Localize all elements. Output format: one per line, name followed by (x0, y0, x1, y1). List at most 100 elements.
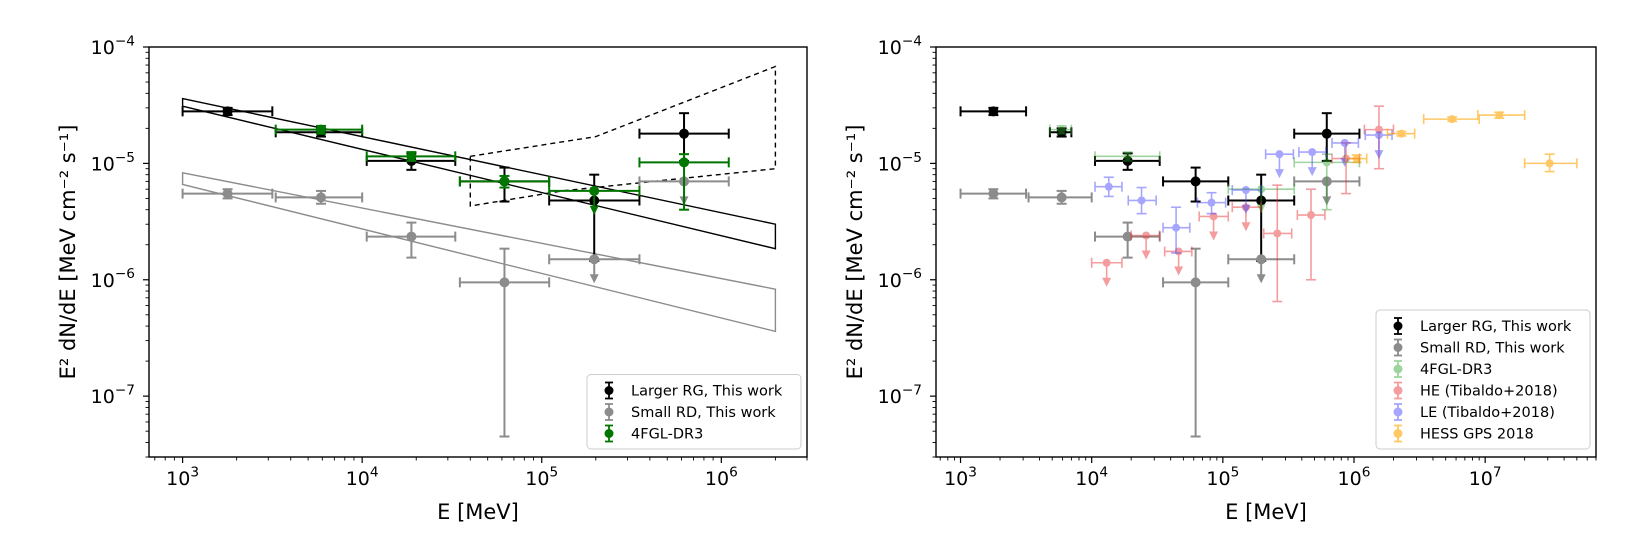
marker (1056, 192, 1067, 203)
x-tick-label: 105 (525, 464, 558, 490)
legend-marker (604, 407, 614, 417)
upper-limit-point (1090, 257, 1123, 287)
data-point (1523, 153, 1578, 173)
upper-limit-point (1231, 185, 1262, 215)
marker (1190, 176, 1201, 187)
marker (1256, 254, 1267, 265)
x-axis-label: E [MeV] (1225, 500, 1307, 524)
y-tick-label: 10−5 (91, 150, 135, 176)
legend-label: 4FGL-DR3 (1420, 362, 1492, 378)
upper-limit-arrow (1241, 205, 1251, 215)
legend-entry-marker (1393, 381, 1403, 400)
right-panel-chart: 103 104 105 106 107 10−4 10−5 10−6 10−7 E [MeV] E²… (843, 33, 1597, 524)
data-point (1293, 112, 1361, 162)
data-point (181, 106, 274, 117)
data-point (548, 173, 641, 262)
marker (1397, 129, 1406, 138)
marker (1321, 176, 1332, 187)
x-tick-label: 107 (1469, 464, 1502, 490)
upper-limit-arrow (1241, 222, 1251, 232)
x-tick-label: 106 (1338, 464, 1371, 490)
legend-box (586, 374, 802, 450)
marker (316, 192, 327, 203)
marker (1209, 212, 1218, 221)
marker (1257, 185, 1266, 194)
left-panel-chart: 103 104 105 106 10−4 10−5 10−6 10−7 E [MeV] E² dN… (56, 33, 808, 524)
upper-limit-point (1331, 137, 1360, 167)
y-axis-label: E² dN/dE [MeV cm⁻² s⁻¹] (843, 125, 867, 380)
marker (1057, 125, 1066, 134)
marker (1102, 258, 1111, 267)
data-point (365, 151, 457, 162)
legend: Larger RG, This work Small RD, This work 4… (586, 374, 802, 450)
x-tick-label: 104 (346, 464, 379, 490)
marker (1495, 111, 1504, 120)
upper-limit-point (548, 185, 641, 215)
upper-limit-arrow (1256, 204, 1266, 214)
upper-limit-point (1231, 202, 1262, 232)
data-point (1422, 114, 1480, 125)
data-point (1196, 191, 1227, 215)
data-point (365, 221, 457, 259)
data-point (1127, 186, 1157, 215)
marker (1241, 186, 1250, 195)
x-tick-label: 103 (944, 464, 977, 490)
data-point (1162, 206, 1191, 254)
upper-limit-arrow (1102, 277, 1112, 287)
y-axis-label: E² dN/dE [MeV cm⁻² s⁻¹] (56, 125, 80, 380)
dashed-band (469, 65, 777, 207)
upper-limit-arrow (589, 274, 599, 284)
upper-limit-point (548, 254, 641, 284)
legend-box (1375, 309, 1591, 450)
series-small-rd-this-work (959, 176, 1361, 438)
upper-limit-point (1227, 254, 1296, 284)
marker (1352, 154, 1361, 163)
upper-limit-arrow (589, 205, 599, 215)
upper-limit-arrow (1256, 274, 1266, 284)
data-point (1049, 124, 1073, 135)
data-point (959, 106, 1028, 117)
data-point (1345, 153, 1368, 164)
marker (1122, 231, 1133, 242)
upper-limit-point (1198, 211, 1230, 241)
x-tick-label: 106 (705, 464, 738, 490)
marker (1322, 158, 1331, 167)
marker (1123, 152, 1132, 161)
data-point (274, 124, 364, 135)
marker (1142, 231, 1151, 240)
upper-limit-point (1298, 147, 1327, 177)
plot-frame (148, 46, 808, 458)
marker (988, 188, 999, 199)
legend-label: Larger RG, This work (1420, 319, 1572, 335)
legend-marker (1393, 386, 1403, 395)
data-point (1162, 247, 1230, 438)
data-point (1027, 189, 1093, 205)
y-tick-label: 10−5 (878, 150, 922, 176)
data-point (1262, 184, 1293, 303)
marker (1308, 148, 1317, 157)
legend-entry-marker (1393, 424, 1403, 443)
data-point (959, 188, 1028, 200)
marker (1273, 229, 1282, 238)
legend-marker (604, 386, 614, 395)
marker (1448, 115, 1457, 124)
data-point (1094, 152, 1161, 171)
data-point (1293, 153, 1361, 211)
series-4fgl-dr3 (1049, 124, 1361, 214)
data-point (638, 112, 730, 162)
legend-entry-marker (604, 424, 614, 443)
data-point (1048, 127, 1073, 138)
marker (1174, 247, 1183, 256)
upper-limit-arrow (1209, 231, 1219, 241)
marker (499, 277, 510, 288)
marker (1321, 128, 1332, 139)
legend-marker (1393, 321, 1403, 331)
plot-area (959, 105, 1578, 438)
data-point (1386, 128, 1416, 139)
marker (679, 157, 690, 168)
x-tick-label: 105 (1206, 464, 1239, 490)
plot-frame (935, 46, 1597, 458)
marker (589, 185, 600, 196)
data-point (1363, 105, 1395, 170)
legend-label: LE (Tibaldo+2018) (1420, 405, 1555, 421)
